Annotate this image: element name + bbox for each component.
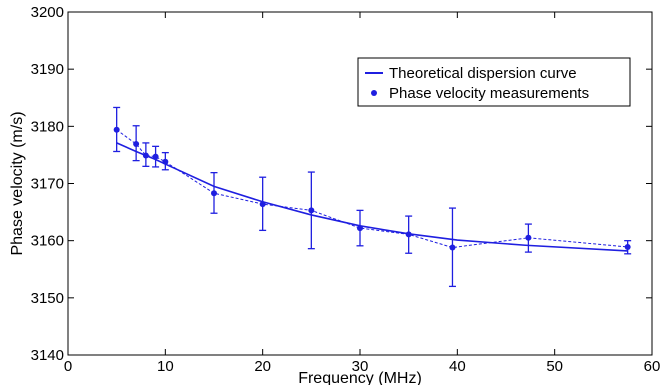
x-tick-label: 20: [254, 358, 271, 375]
y-axis-ticks: 3140 3150 3160 3170 3180 3190 3200: [31, 4, 652, 364]
measurement-point: [142, 152, 149, 159]
measurement-point: [152, 153, 159, 160]
y-tick-label: 3190: [31, 61, 64, 78]
measurement-point: [449, 244, 456, 251]
legend-box: [357, 57, 631, 107]
measurement-point: [259, 201, 266, 208]
series-layer: [113, 106, 632, 288]
legend-entry-measurements: Phase velocity measurements: [389, 85, 589, 102]
y-axis-label: Phase velocity (m/s): [9, 111, 26, 255]
legend-marker-sample: [371, 90, 377, 96]
measurement-point: [162, 158, 169, 165]
x-tick-label: 10: [157, 358, 174, 375]
theoretical-curve-line: [116, 142, 628, 252]
y-tick-label: 3160: [31, 233, 64, 250]
y-tick-label: 3200: [31, 4, 64, 21]
measurement-point: [357, 225, 363, 232]
measurement-point: [133, 141, 140, 148]
x-axis-label: Frequency (MHz): [298, 370, 422, 385]
x-axis-ticks: 0 10 20 30 40 50 60: [64, 12, 661, 375]
legend: Theoretical dispersion curve Phase veloc…: [357, 57, 631, 107]
measurement-point: [308, 207, 315, 214]
x-tick-label: 30: [352, 358, 369, 375]
y-tick-label: 3170: [31, 176, 64, 193]
y-tick-label: 3150: [31, 290, 64, 307]
x-tick-label: 50: [546, 358, 563, 375]
x-tick-label: 60: [644, 358, 661, 375]
measurements-dashed-line: [116, 129, 628, 249]
measurement-point: [525, 234, 532, 241]
x-tick-label: 40: [449, 358, 466, 375]
measurement-point: [405, 231, 412, 238]
measurement-point: [211, 190, 217, 197]
y-tick-label: 3180: [31, 118, 64, 135]
y-tick-label: 3140: [31, 347, 64, 364]
measurement-point: [624, 243, 631, 250]
x-tick-label: 0: [64, 358, 72, 375]
measurement-point: [113, 126, 120, 133]
legend-entry-theoretical: Theoretical dispersion curve: [389, 65, 577, 82]
